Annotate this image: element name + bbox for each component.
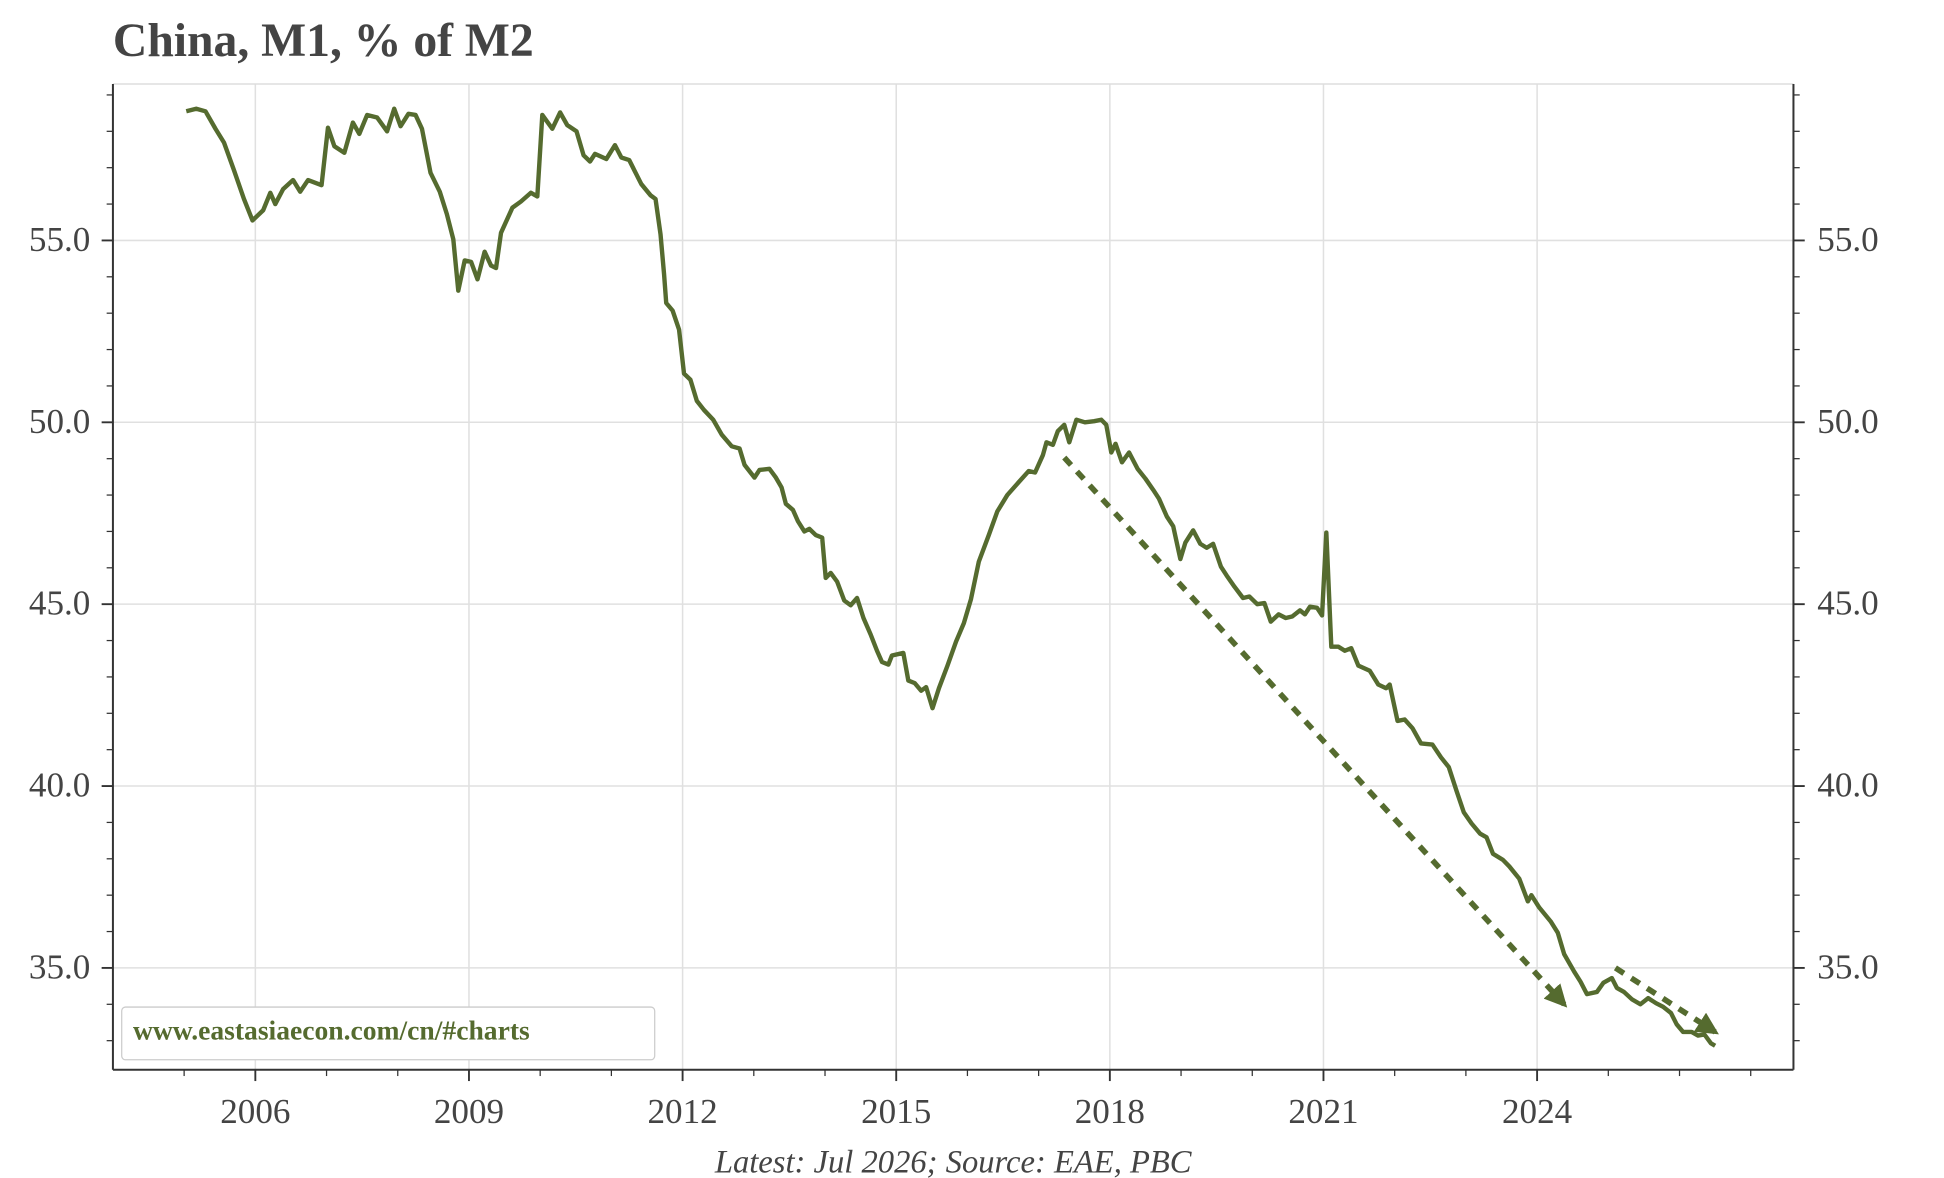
y-tick-label: 35.0: [29, 947, 90, 986]
x-tick-label: 2015: [861, 1092, 931, 1131]
y-tick-label: 40.0: [29, 766, 90, 805]
trend-arrow: [1613, 965, 1719, 1035]
source-note: Latest: Jul 2026; Source: EAE, PBC: [714, 1145, 1193, 1178]
y2-tick-label: 40.0: [1817, 766, 1878, 805]
y2-tick-label: 55.0: [1817, 220, 1878, 259]
x-tick-label: 2024: [1502, 1092, 1572, 1131]
x-tick-label: 2021: [1288, 1092, 1358, 1131]
y2-tick-label: 50.0: [1817, 402, 1878, 441]
y2-tick-label: 45.0: [1817, 584, 1878, 623]
watermark-box: [121, 1006, 656, 1061]
x-tick-label: 2018: [1075, 1092, 1145, 1131]
x-tick-label: 2012: [647, 1092, 717, 1131]
x-tick-label: 2006: [220, 1092, 290, 1131]
axes: 35.0 35.0 40.0 40.0 45.0 45.0 50.0 50.0 55.0 55.0…: [29, 83, 1879, 1131]
y2-tick-label: 35.0: [1817, 947, 1878, 986]
chart-title: China, M1, % of M2: [113, 15, 534, 67]
plot-area: [185, 106, 1719, 1048]
y-tick-label: 50.0: [29, 402, 90, 441]
watermark: www.eastasiaecon.com/cn/#charts: [133, 1015, 530, 1046]
y-tick-label: 55.0: [29, 220, 90, 259]
line: [185, 106, 1717, 1048]
y-tick-label: 45.0: [29, 584, 90, 623]
x-tick-label: 2009: [434, 1092, 504, 1131]
